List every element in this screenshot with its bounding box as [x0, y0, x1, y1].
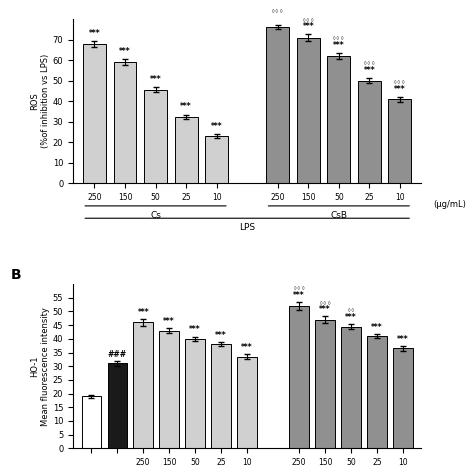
- Bar: [108, 364, 127, 448]
- Text: ***: ***: [137, 308, 149, 317]
- Text: ***: ***: [215, 331, 227, 340]
- Text: ***: ***: [346, 313, 357, 322]
- Text: ***: ***: [364, 66, 375, 75]
- Bar: [237, 356, 257, 448]
- Text: ***: ***: [397, 335, 409, 344]
- Text: ◦◦◦: ◦◦◦: [292, 285, 306, 294]
- Text: Cs: Cs: [150, 211, 161, 220]
- Bar: [266, 27, 289, 183]
- Text: B: B: [10, 268, 21, 282]
- Bar: [297, 37, 320, 183]
- Bar: [389, 99, 411, 183]
- Bar: [174, 117, 198, 183]
- Text: ◦◦◦: ◦◦◦: [271, 7, 284, 16]
- Bar: [114, 62, 137, 183]
- Bar: [83, 44, 106, 183]
- Y-axis label: HO-1
Mean fluorescence intensity: HO-1 Mean fluorescence intensity: [30, 307, 50, 426]
- Text: ◦◦◦: ◦◦◦: [301, 16, 315, 25]
- Text: ◦◦◦: ◦◦◦: [393, 78, 407, 87]
- Text: LPS: LPS: [239, 223, 255, 232]
- Bar: [328, 56, 350, 183]
- Bar: [290, 306, 309, 448]
- Text: ***: ***: [89, 28, 100, 37]
- Bar: [82, 396, 101, 448]
- Text: ***: ***: [211, 122, 222, 131]
- Bar: [315, 319, 335, 448]
- Bar: [185, 339, 205, 448]
- Bar: [144, 90, 167, 183]
- Text: ###: ###: [108, 350, 127, 359]
- Text: ***: ***: [302, 22, 314, 31]
- Bar: [134, 322, 153, 448]
- Bar: [367, 336, 387, 448]
- Text: ***: ***: [241, 343, 253, 352]
- Bar: [393, 348, 413, 448]
- Bar: [358, 81, 381, 183]
- Bar: [211, 344, 231, 448]
- Text: ***: ***: [371, 323, 383, 332]
- Bar: [341, 327, 361, 448]
- Text: (µg/mL): (µg/mL): [434, 200, 466, 209]
- Bar: [159, 330, 179, 448]
- Text: ***: ***: [319, 305, 331, 314]
- Text: ***: ***: [180, 102, 192, 111]
- Text: ◦◦: ◦◦: [346, 307, 356, 316]
- Text: ***: ***: [119, 47, 131, 56]
- Text: ***: ***: [190, 326, 201, 335]
- Text: ***: ***: [394, 84, 406, 93]
- Bar: [205, 136, 228, 183]
- Y-axis label: ROS
(%of inhibition vs LPS): ROS (%of inhibition vs LPS): [30, 54, 50, 148]
- Text: ◦◦◦: ◦◦◦: [332, 35, 346, 44]
- Text: ***: ***: [293, 291, 305, 300]
- Text: CsB: CsB: [330, 211, 347, 220]
- Text: ***: ***: [150, 75, 161, 84]
- Text: ***: ***: [164, 317, 175, 326]
- Text: ***: ***: [333, 41, 345, 50]
- Text: ◦◦◦: ◦◦◦: [363, 60, 376, 69]
- Text: ◦◦◦: ◦◦◦: [319, 299, 332, 308]
